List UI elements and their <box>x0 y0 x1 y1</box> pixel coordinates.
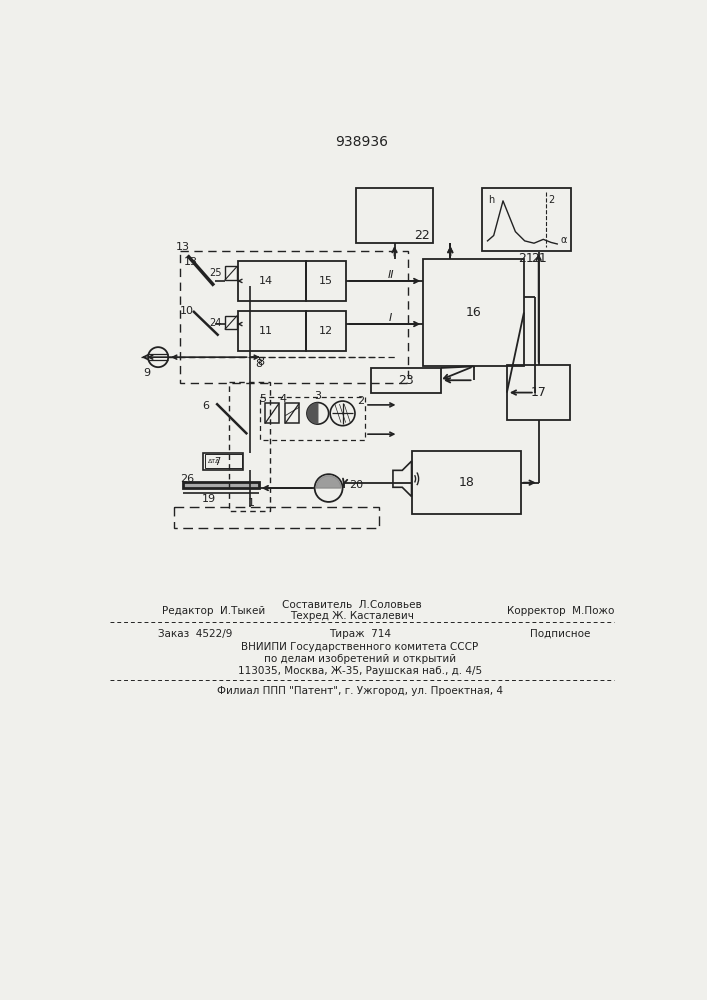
Bar <box>183 482 259 488</box>
Text: 19: 19 <box>201 494 216 504</box>
Text: 9: 9 <box>144 368 151 378</box>
Text: 17: 17 <box>531 386 547 399</box>
Text: 22: 22 <box>414 229 429 242</box>
Text: ВНИИПИ Государственного комитета СССР: ВНИИПИ Государственного комитета СССР <box>241 642 478 652</box>
Text: II: II <box>387 270 394 280</box>
Text: ΔΤΔ: ΔΤΔ <box>208 459 220 464</box>
Bar <box>260 397 365 440</box>
Text: 12: 12 <box>320 326 334 336</box>
Bar <box>412 451 521 514</box>
Bar <box>238 261 306 301</box>
Text: 10: 10 <box>180 306 194 316</box>
Text: Тираж  714: Тираж 714 <box>329 629 391 639</box>
Text: I: I <box>389 313 392 323</box>
Bar <box>306 261 346 301</box>
Bar <box>230 382 270 511</box>
Text: 21: 21 <box>531 252 547 265</box>
Text: 24: 24 <box>209 318 222 328</box>
Text: 16: 16 <box>466 306 481 319</box>
Text: 25: 25 <box>209 268 222 278</box>
Bar <box>174 507 379 528</box>
Text: Подписное: Подписное <box>530 629 590 639</box>
Text: 20: 20 <box>349 480 363 490</box>
Bar <box>225 316 237 329</box>
Text: Техред Ж. Касталевич: Техред Ж. Касталевич <box>290 611 414 621</box>
Bar <box>204 454 242 468</box>
Text: α: α <box>561 235 567 245</box>
Bar <box>238 311 306 351</box>
Bar <box>306 311 346 351</box>
Text: h: h <box>489 195 494 205</box>
Text: 938936: 938936 <box>335 135 388 149</box>
Text: 18: 18 <box>459 476 474 489</box>
Text: 8: 8 <box>255 359 262 369</box>
Bar <box>356 188 433 243</box>
Bar <box>225 266 237 280</box>
Text: Филиал ППП "Патент", г. Ужгород, ул. Проектная, 4: Филиал ППП "Патент", г. Ужгород, ул. Про… <box>216 686 503 696</box>
Text: 5: 5 <box>259 394 267 404</box>
Text: 15: 15 <box>320 276 333 286</box>
Bar <box>203 453 243 470</box>
Bar <box>371 368 441 393</box>
Text: 3: 3 <box>315 391 321 401</box>
Bar <box>265 403 279 423</box>
Text: 8: 8 <box>257 357 264 367</box>
Text: 14: 14 <box>259 276 273 286</box>
Text: 1: 1 <box>247 498 255 508</box>
Text: 2: 2 <box>358 396 365 406</box>
Text: Заказ  4522/9: Заказ 4522/9 <box>158 629 233 639</box>
Wedge shape <box>308 403 317 423</box>
Text: 13: 13 <box>184 257 198 267</box>
Bar <box>180 251 409 383</box>
Text: Составитель  Л.Соловьев: Составитель Л.Соловьев <box>282 600 422 610</box>
Text: 11: 11 <box>259 326 273 336</box>
Text: 13: 13 <box>176 242 190 252</box>
Text: 2: 2 <box>548 195 554 205</box>
Bar <box>285 403 299 423</box>
Bar <box>507 365 571 420</box>
Wedge shape <box>316 476 341 488</box>
Text: 23: 23 <box>398 374 414 387</box>
Bar <box>423 259 524 366</box>
Text: Корректор  М.Пожо: Корректор М.Пожо <box>507 606 614 616</box>
Text: 21: 21 <box>518 252 534 265</box>
Text: 6: 6 <box>203 401 210 411</box>
Text: 113035, Москва, Ж-35, Раушская наб., д. 4/5: 113035, Москва, Ж-35, Раушская наб., д. … <box>238 666 481 676</box>
Text: 7: 7 <box>214 457 220 467</box>
Text: 4: 4 <box>279 394 286 404</box>
Text: Редактор  И.Тыкей: Редактор И.Тыкей <box>162 606 265 616</box>
Bar <box>482 188 571 251</box>
Text: по делам изобретений и открытий: по делам изобретений и открытий <box>264 654 456 664</box>
Text: 26: 26 <box>180 474 194 484</box>
